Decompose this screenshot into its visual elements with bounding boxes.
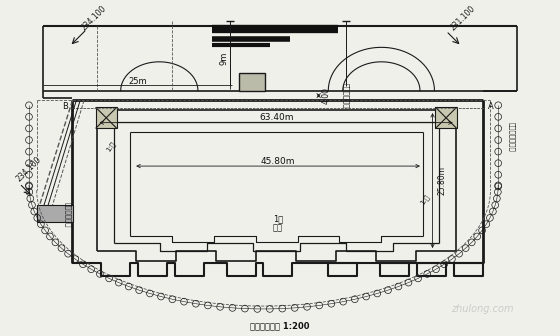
Text: B: B — [62, 102, 68, 111]
Bar — [436, 107, 456, 128]
Text: 地下室平面图 1:200: 地下室平面图 1:200 — [250, 321, 310, 330]
Text: 1楼: 1楼 — [273, 215, 283, 224]
Text: 4.00: 4.00 — [322, 87, 331, 104]
Text: 柱距: 柱距 — [273, 223, 283, 233]
Bar — [96, 107, 117, 128]
Bar — [37, 205, 73, 222]
Text: 234.100: 234.100 — [15, 155, 43, 183]
Text: A: A — [488, 102, 493, 111]
Text: 231.100: 231.100 — [449, 4, 478, 33]
Bar — [240, 73, 264, 91]
Text: 9m: 9m — [220, 51, 228, 65]
Text: 45.80m: 45.80m — [261, 157, 295, 166]
Text: 出入停车场井: 出入停车场井 — [342, 83, 349, 108]
Text: 1:坡: 1:坡 — [419, 194, 431, 206]
Text: 25m: 25m — [129, 77, 147, 86]
Text: 25.80m: 25.80m — [438, 166, 447, 195]
Text: 63.40m: 63.40m — [259, 113, 293, 122]
Polygon shape — [10, 12, 550, 336]
Text: zhulong.com: zhulong.com — [451, 304, 514, 314]
Text: 1:坡: 1:坡 — [105, 140, 117, 153]
Text: 地下室出入口: 地下室出入口 — [64, 202, 71, 227]
Text: 地下停车场入口: 地下停车场入口 — [508, 122, 515, 152]
Text: 234.100: 234.100 — [79, 4, 108, 33]
